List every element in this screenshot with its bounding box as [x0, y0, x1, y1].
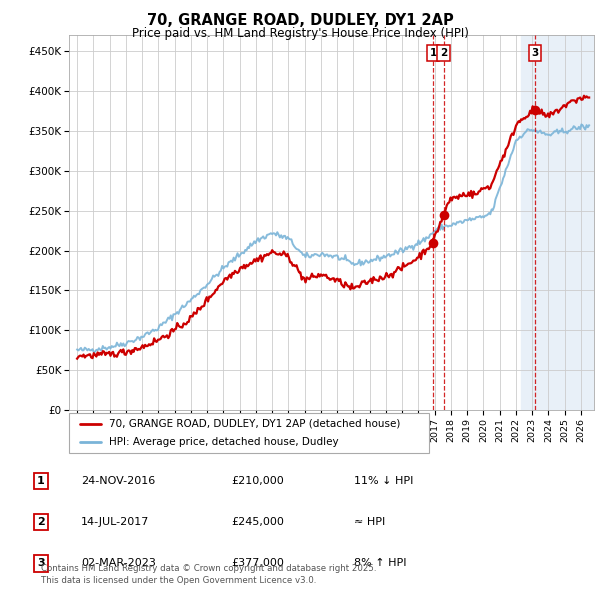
Text: £377,000: £377,000 — [231, 559, 284, 568]
Bar — [521, 35, 600, 410]
Text: 11% ↓ HPI: 11% ↓ HPI — [354, 476, 413, 486]
Text: 1: 1 — [430, 48, 437, 58]
Text: 8% ↑ HPI: 8% ↑ HPI — [354, 559, 407, 568]
Text: £210,000: £210,000 — [231, 476, 284, 486]
Text: HPI: Average price, detached house, Dudley: HPI: Average price, detached house, Dudl… — [109, 437, 338, 447]
Text: 70, GRANGE ROAD, DUDLEY, DY1 2AP (detached house): 70, GRANGE ROAD, DUDLEY, DY1 2AP (detach… — [109, 419, 400, 429]
Text: ≈ HPI: ≈ HPI — [354, 517, 385, 527]
Text: 02-MAR-2023: 02-MAR-2023 — [81, 559, 156, 568]
Text: 1: 1 — [37, 476, 44, 486]
Text: 3: 3 — [37, 559, 44, 568]
Text: Contains HM Land Registry data © Crown copyright and database right 2025.
This d: Contains HM Land Registry data © Crown c… — [41, 565, 376, 585]
Text: £245,000: £245,000 — [231, 517, 284, 527]
Text: 2: 2 — [440, 48, 447, 58]
Text: 14-JUL-2017: 14-JUL-2017 — [81, 517, 149, 527]
FancyBboxPatch shape — [69, 413, 429, 453]
Text: 2: 2 — [37, 517, 44, 527]
Bar — [521, 35, 600, 410]
Text: 24-NOV-2016: 24-NOV-2016 — [81, 476, 155, 486]
Text: 3: 3 — [532, 48, 539, 58]
Text: 70, GRANGE ROAD, DUDLEY, DY1 2AP: 70, GRANGE ROAD, DUDLEY, DY1 2AP — [146, 13, 454, 28]
Text: Price paid vs. HM Land Registry's House Price Index (HPI): Price paid vs. HM Land Registry's House … — [131, 27, 469, 40]
